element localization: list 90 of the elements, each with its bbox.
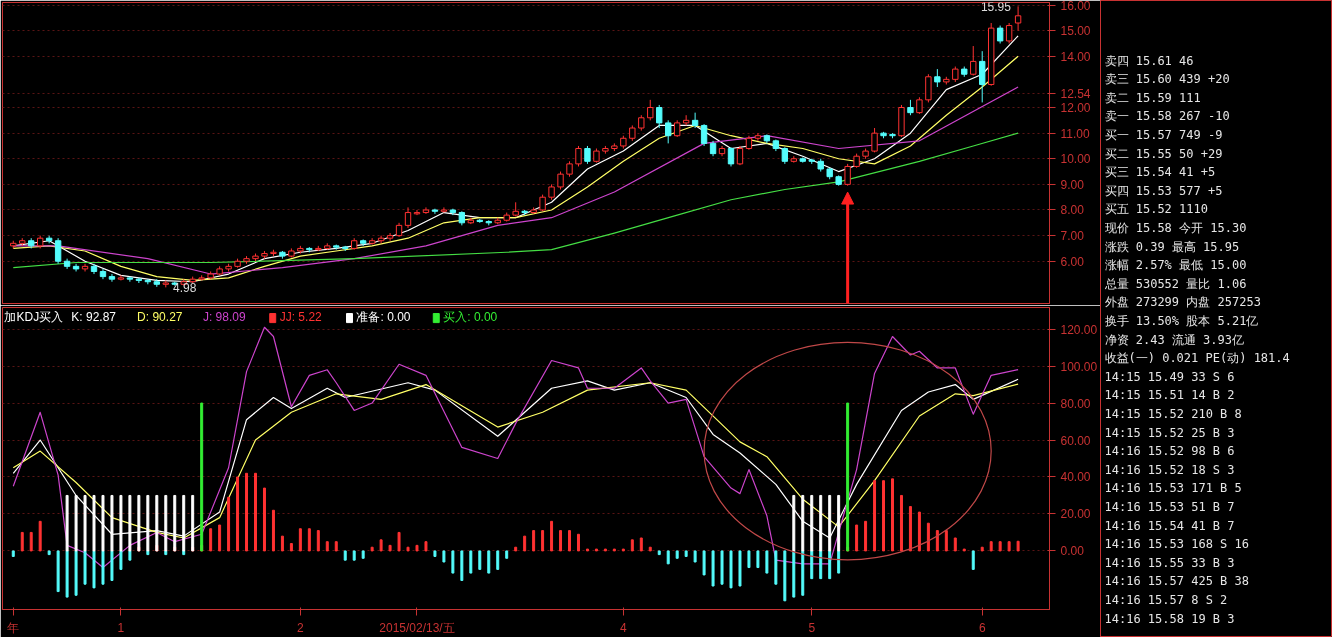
line-series bbox=[12, 326, 1019, 569]
candlestick bbox=[754, 132, 762, 142]
candlestick bbox=[844, 163, 851, 187]
text: 14:15 15.52 210 B 8 bbox=[1104, 406, 1242, 421]
text: 14:16 15.52 18 S 3 bbox=[1104, 462, 1235, 477]
y-tick-label: 10.00 bbox=[1060, 152, 1091, 167]
series-label: J: 98.09 bbox=[202, 309, 246, 324]
y-tick-label: 9.00 bbox=[1060, 177, 1085, 192]
candlestick bbox=[440, 206, 448, 214]
candlestick bbox=[108, 273, 116, 283]
x-tick-label: 2 bbox=[297, 620, 305, 635]
y-tick-label: 60.00 bbox=[1060, 433, 1091, 448]
text: 14:16 15.53 168 S 16 bbox=[1104, 537, 1249, 552]
candlestick bbox=[656, 104, 663, 129]
candlestick bbox=[700, 123, 708, 147]
text: 14:16 15.58 19 B 3 bbox=[1104, 611, 1235, 626]
annotation: 15.95 bbox=[980, 0, 1012, 14]
candlestick bbox=[575, 145, 582, 167]
text: 卖四 15.61 46 bbox=[1104, 53, 1194, 68]
y-tick-label: 15.00 bbox=[1060, 24, 1091, 39]
candlestick bbox=[1014, 5, 1022, 32]
legend-label: JJ: 5.22 bbox=[279, 309, 323, 324]
text: 14:16 15.55 33 B 3 bbox=[1104, 555, 1235, 570]
candlestick bbox=[54, 237, 62, 265]
text: 总量 530552 量比 1.06 bbox=[1103, 276, 1247, 291]
text: 卖三 15.60 439 +20 bbox=[1104, 72, 1230, 87]
y-tick-label: 7.00 bbox=[1060, 229, 1085, 244]
text: 涨幅 2.57% 最低 15.00 bbox=[1104, 258, 1247, 273]
text: 换手 13.50% 股本 5.21亿 bbox=[1104, 313, 1259, 328]
text: 净资 2.43 流通 3.93亿 bbox=[1104, 332, 1244, 347]
candlestick bbox=[979, 50, 986, 103]
text: 14:16 15.53 171 B 5 bbox=[1104, 481, 1242, 496]
candlestick bbox=[871, 127, 878, 153]
candlestick bbox=[970, 45, 977, 77]
text: 外盘 273299 内盘 257253 bbox=[1104, 295, 1261, 310]
chart-title: 加KDJ买入 bbox=[4, 309, 64, 324]
y-tick-label: 11.00 bbox=[1060, 126, 1090, 141]
y-tick-label: 14.00 bbox=[1060, 49, 1091, 64]
text: 卖一 15.58 267 -10 bbox=[1104, 109, 1230, 124]
y-tick-label: 8.00 bbox=[1060, 203, 1085, 218]
y-tick-label: 100.00 bbox=[1060, 359, 1098, 374]
y-tick-label: 80.00 bbox=[1060, 396, 1091, 411]
x-tick-label: 6 bbox=[978, 620, 986, 635]
y-tick-label: 0.00 bbox=[1060, 544, 1085, 559]
candlestick bbox=[1005, 22, 1013, 44]
text: 涨跌 0.39 最高 15.95 bbox=[1104, 239, 1240, 254]
text: 14:16 15.54 41 B 7 bbox=[1104, 518, 1235, 533]
text: 收益(一) 0.021 PE(动) 181.4 bbox=[1104, 351, 1290, 366]
text: K: 92.87 bbox=[71, 309, 117, 324]
candlestick bbox=[647, 99, 654, 121]
y-tick-label: 120.00 bbox=[1060, 322, 1098, 337]
text: 现价 15.58 今开 15.30 bbox=[1104, 220, 1247, 235]
candlestick bbox=[386, 232, 394, 242]
candlestick bbox=[682, 114, 690, 126]
y-tick-label: 40.00 bbox=[1060, 470, 1091, 485]
text: 买一 15.57 749 -9 bbox=[1104, 127, 1223, 142]
x-tick-label: 2015/02/13/五 bbox=[379, 620, 455, 635]
candlestick bbox=[727, 146, 735, 167]
text: 买三 15.54 41 +5 bbox=[1104, 165, 1216, 180]
candlestick bbox=[404, 206, 412, 229]
text: 14:16 15.57 425 B 38 bbox=[1104, 574, 1249, 589]
text: 买四 15.53 577 +5 bbox=[1104, 183, 1223, 198]
candlestick bbox=[368, 237, 376, 246]
text: 买五 15.52 1110 bbox=[1104, 202, 1208, 217]
y-tick-label: 6.00 bbox=[1060, 254, 1085, 269]
legend-label: 准备: 0.00 bbox=[356, 309, 411, 324]
y-tick-label: 12.54 bbox=[1060, 87, 1091, 102]
text: 14:15 15.51 14 B 2 bbox=[1104, 388, 1235, 403]
text: 卖二 15.59 111 bbox=[1104, 90, 1201, 105]
x-tick-label: 4 bbox=[620, 620, 628, 635]
annotation: 4.98 bbox=[172, 280, 197, 295]
text: D: 90.27 bbox=[137, 309, 183, 324]
y-tick-label: 16.00 bbox=[1060, 0, 1091, 13]
candlestick bbox=[691, 112, 699, 129]
legend-label: 买入: 0.00 bbox=[443, 309, 498, 324]
text: 14:16 15.53 51 B 7 bbox=[1104, 499, 1235, 514]
candlestick bbox=[665, 119, 672, 144]
text: 14:15 15.49 33 S 6 bbox=[1104, 369, 1235, 384]
text: 14:16 15.52 98 B 6 bbox=[1104, 444, 1235, 459]
line-series bbox=[12, 132, 1019, 269]
candlestick bbox=[422, 206, 430, 215]
text: 14:16 15.57 8 S 2 bbox=[1104, 592, 1228, 607]
x-tick-label: 1 bbox=[117, 620, 125, 635]
candlestick bbox=[925, 73, 932, 103]
x-tick-label: 年 bbox=[7, 620, 20, 635]
x-tick-label: 5 bbox=[808, 620, 816, 635]
y-tick-label: 12.00 bbox=[1060, 101, 1091, 116]
y-tick-label: 20.00 bbox=[1060, 507, 1091, 522]
text: 买二 15.55 50 +29 bbox=[1104, 146, 1223, 161]
text: 14:15 15.52 25 B 3 bbox=[1104, 425, 1235, 440]
